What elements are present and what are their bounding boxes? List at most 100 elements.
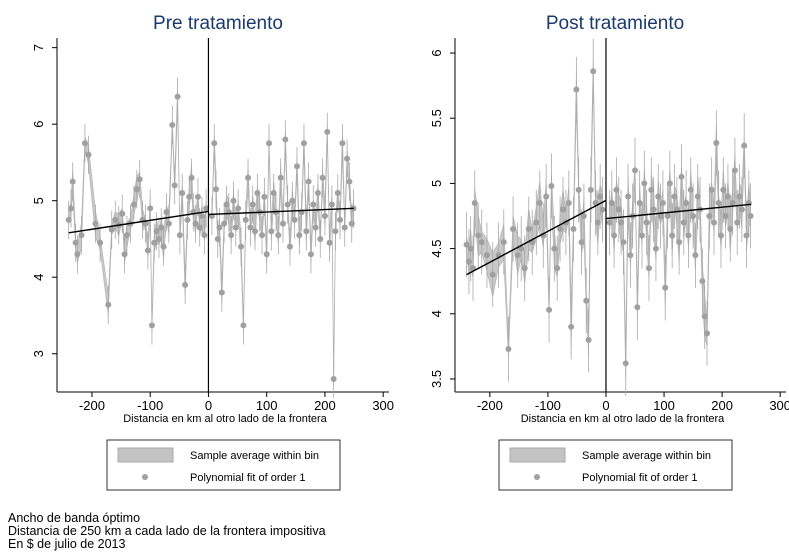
x-axis-label: Distancia en km al otro lado de la front… [521,413,725,425]
x-tick-label: 0 [205,398,212,413]
data-point [199,213,206,219]
data-point [736,193,743,200]
data-point [724,193,731,200]
data-point [228,232,235,239]
data-point [657,213,664,219]
data-point [97,239,104,246]
data-point [557,226,564,233]
data-point [218,289,225,296]
data-point [346,178,353,185]
data-point [339,140,346,147]
y-tick-label: 5 [31,197,46,204]
data-point [112,216,119,223]
data-point [203,205,210,212]
data-point [321,213,328,219]
x-axis-label: Distancia en km al otro lado de la front… [123,413,327,425]
data-point [67,205,74,212]
data-point [625,193,632,200]
data-point [270,190,277,197]
data-point [147,205,154,212]
data-point [121,251,128,258]
chart-panel-1: Pre tratamiento -200 -100 0 100 200 300 Distanc… [31,13,394,491]
note-distance: Distancia de 250 km a cada lado de la fr… [8,524,326,538]
data-point [587,186,594,193]
data-point [669,232,676,239]
figure-notes: Ancho de banda óptimo Distancia de 250 k… [8,512,326,551]
data-point [235,205,242,212]
data-point [291,216,298,223]
data-point [65,216,72,223]
data-point [685,232,692,239]
data-point [249,201,256,208]
data-point [659,199,666,206]
data-point [259,232,266,239]
data-point [573,86,580,93]
data-point [585,336,592,343]
data-point [704,330,711,337]
data-point [729,199,736,206]
data-point [652,245,659,252]
data-point [130,201,137,208]
data-point [78,232,85,239]
data-point [186,193,193,200]
data-point [580,213,587,219]
y-tick-label: 6 [31,121,46,128]
data-point [747,213,754,219]
data-point [81,140,88,147]
data-point [599,206,606,213]
data-point [72,239,79,246]
data-point [307,251,314,258]
chart-panel-2: Post tratamiento -200 -100 0 100 200 300 Distan… [429,13,789,491]
data-point [328,201,335,208]
data-point [606,219,613,226]
data-point [565,199,572,206]
legend-band-swatch [117,447,174,463]
data-point [214,235,221,242]
data-point [678,173,685,180]
data-point [680,219,687,226]
data-point [583,297,590,304]
data-point [108,226,115,233]
data-point [650,206,657,213]
data-point [738,206,745,213]
data-point [179,190,186,197]
data-point [169,121,176,128]
data-point [570,226,577,233]
data-point [521,265,528,272]
data-point [310,201,317,208]
data-point [706,213,713,219]
x-tick-label: 300 [769,398,789,413]
data-point [279,220,286,227]
data-point [188,174,195,181]
data-point [505,345,512,352]
data-point [105,301,112,308]
data-point [245,174,252,181]
data-point [611,232,618,239]
data-point [201,232,208,239]
data-point [467,245,474,252]
data-point [305,178,312,185]
confidence-band-left [466,60,603,357]
data-point [632,167,639,174]
legend-label-fit: Polynomial fit of order 1 [582,472,698,484]
data-point [638,232,645,239]
data-point [608,199,615,206]
data-point [717,232,724,239]
data-point [676,239,683,246]
data-point [710,219,717,226]
data-point [144,247,151,254]
data-point [671,193,678,200]
data-point [348,220,355,227]
x-tick-label: 200 [711,398,733,413]
data-point [699,278,706,285]
fit-line-right [605,203,752,220]
chart-title: Pre tratamiento [153,13,283,34]
data-point [223,201,230,208]
data-point [344,155,351,162]
x-tick-label: 100 [256,398,278,413]
data-point [282,136,289,143]
data-point [548,183,555,190]
data-point [92,220,99,227]
legend: Sample average within bin Polynomial fit … [106,439,341,491]
